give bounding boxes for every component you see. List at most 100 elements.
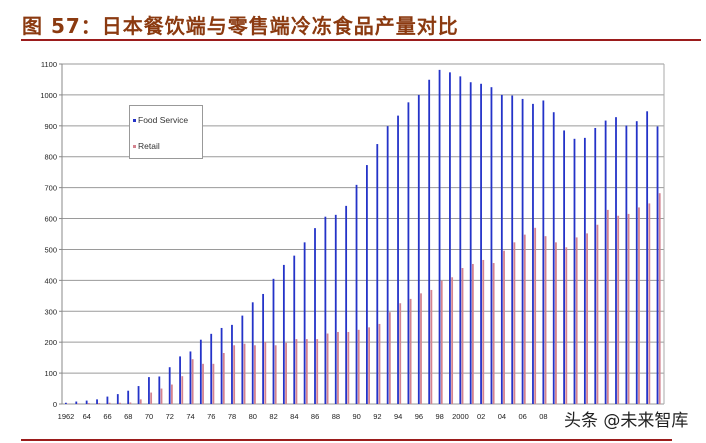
retail-bar-1972: [170, 384, 173, 404]
retail-bar-2010: [565, 247, 568, 404]
food-service-bar-2007: [532, 103, 534, 404]
food-service-bar-1977: [220, 327, 223, 404]
food-service-bar-1980: [251, 302, 254, 404]
x-tick-label: 68: [124, 412, 132, 421]
retail-bar-1987: [326, 333, 329, 404]
food-service-bar-2013: [594, 127, 597, 405]
y-tick-label: 300: [44, 307, 57, 316]
retail-bar-1997: [430, 289, 433, 404]
retail-bar-2007: [534, 227, 537, 404]
retail-bar-1966: [108, 402, 111, 404]
x-tick-label: 98: [435, 412, 443, 421]
x-tick-label: 1962: [58, 412, 75, 421]
retail-bar-1983: [285, 342, 287, 404]
x-tick-label: 2000: [452, 412, 469, 421]
food-service-bar-1962: [65, 402, 67, 404]
food-service-bar-2012: [583, 137, 586, 404]
food-service-bar-1967: [116, 394, 119, 404]
retail-bar-1994: [399, 303, 402, 404]
legend: Food Service Retail: [129, 105, 203, 159]
x-tick-label: 74: [186, 412, 194, 421]
retail-bar-2004: [503, 250, 505, 404]
x-tick-label: 92: [373, 412, 381, 421]
y-tick-label: 400: [44, 276, 57, 285]
retail-bar-1989: [347, 331, 350, 404]
x-tick-label: 70: [145, 412, 153, 421]
food-service-bar-1996: [417, 94, 420, 404]
retail-bar-1967: [119, 402, 121, 404]
food-service-bar-1985: [303, 242, 306, 404]
x-axis-ticks: 1962 64 66 68 70 72 74 76 78 80 82 84 86 88 90 92 94 96 98…: [58, 412, 548, 421]
retail-bar-1974: [191, 359, 194, 404]
retail-bar-1991: [368, 327, 370, 404]
retail-bar-1981: [264, 342, 267, 404]
food-service-bar-1986: [314, 228, 316, 404]
food-service-bar-1970: [148, 377, 150, 404]
x-tick-label: 72: [166, 412, 174, 421]
retail-bar-1980: [254, 345, 256, 404]
food-service-bar-1984: [293, 255, 296, 404]
retail-bar-1996: [420, 293, 422, 404]
x-tick-label: 64: [83, 412, 91, 421]
food-service-bar-1963: [75, 401, 78, 404]
food-service-bar-1976: [210, 333, 213, 404]
watermark: 头条 @未来智库: [560, 406, 693, 431]
food-service-bar-1998: [438, 69, 441, 404]
retail-bar-1999: [451, 277, 454, 404]
retail-bar-2014: [606, 209, 609, 404]
retail-swatch: [133, 144, 136, 148]
x-tick-label: 94: [394, 412, 402, 421]
x-tick-label: 96: [415, 412, 423, 421]
food-service-bar-1987: [324, 216, 327, 404]
x-tick-label: 86: [311, 412, 319, 421]
bottom-divider: [21, 439, 672, 441]
retail-bar-2018: [648, 203, 651, 404]
food-service-bar-1965: [96, 399, 98, 404]
food-service-bar-1981: [262, 293, 265, 404]
food-service-bar-2019: [656, 126, 659, 404]
food-service-bar-1969: [137, 386, 140, 404]
x-tick-label: 08: [539, 412, 547, 421]
food-service-bar-1973: [179, 356, 181, 404]
retail-bar-1998: [440, 280, 443, 404]
retail-bar-2009: [555, 242, 557, 404]
retail-bar-1985: [305, 339, 308, 404]
food-service-bar-1982: [272, 278, 275, 404]
food-service-bar-1968: [127, 390, 130, 404]
food-service-bar-1997: [428, 79, 431, 404]
retail-bar-1969: [139, 399, 142, 404]
retail-bar-2000: [461, 268, 464, 404]
retail-bar-2003: [492, 263, 495, 404]
retail-bar-1968: [129, 402, 132, 404]
retail-bar-1975: [202, 363, 204, 404]
x-tick-label: 02: [477, 412, 485, 421]
food-service-bar-1971: [158, 376, 161, 404]
x-tick-label: 82: [269, 412, 277, 421]
retail-bar-2012: [586, 233, 588, 404]
y-tick-label: 700: [44, 184, 57, 193]
retail-bar-1964: [87, 403, 90, 404]
food-service-bar-1992: [376, 144, 379, 404]
retail-bar-1973: [181, 376, 184, 404]
food-service-bar-1978: [231, 324, 233, 404]
food-service-bar-2006: [521, 98, 524, 404]
retail-bar-2013: [596, 224, 599, 404]
x-tick-label: 80: [249, 412, 257, 421]
food-service-bar-2016: [625, 125, 628, 404]
food-service-bar-1972: [168, 367, 171, 404]
x-tick-label: 90: [352, 412, 360, 421]
food-service-bar-2009: [552, 112, 555, 404]
retail-bar-2005: [513, 242, 516, 404]
food-service-bar-2002: [480, 83, 482, 405]
retail-bar-2016: [627, 213, 630, 404]
food-service-bar-2011: [573, 138, 576, 405]
figure-title: 图 57：日本餐饮端与零售端冷冻食品产量对比: [22, 14, 459, 38]
y-tick-label: 600: [44, 215, 57, 224]
retail-bar-1988: [337, 331, 339, 404]
food-service-bar-1964: [85, 400, 88, 404]
food-service-bar-2003: [490, 87, 493, 404]
x-tick-label: 78: [228, 412, 236, 421]
food-service-bar-2004: [500, 94, 503, 404]
retail-bar-1995: [409, 298, 412, 404]
